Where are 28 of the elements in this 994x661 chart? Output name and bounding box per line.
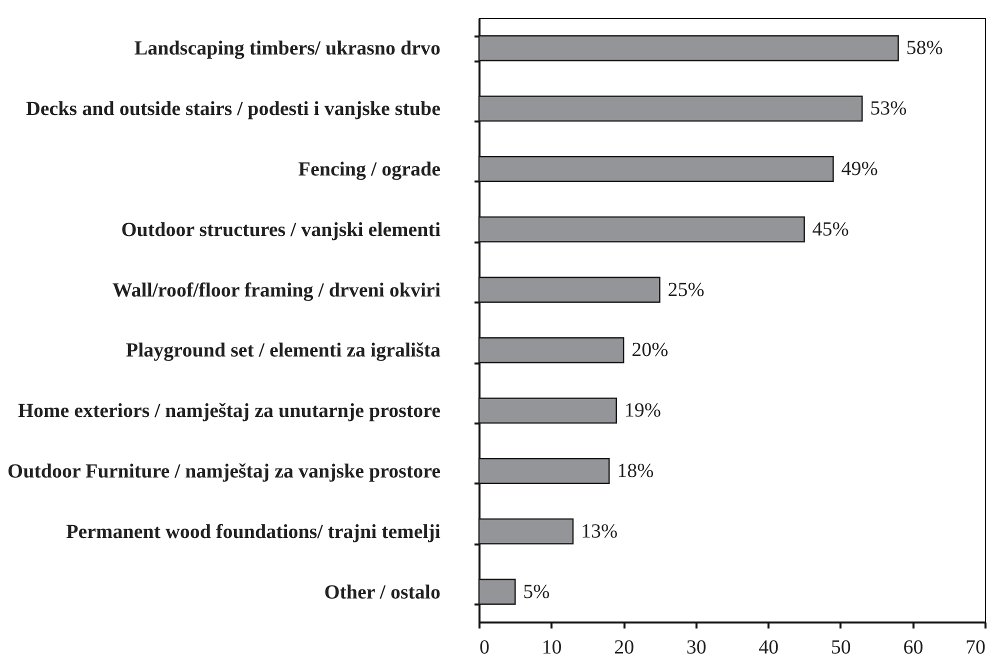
y-tick-label: Home exteriors / namještaj za unutarnje prostore xyxy=(18,400,441,422)
data-label: 58% xyxy=(906,37,943,60)
y-tick-label: Wall/roof/floor framing / drveni okviri xyxy=(112,279,441,302)
y-tick-label: Outdoor Furniture / namještaj za vanjske prostore xyxy=(8,460,441,482)
x-tick-label: 50 xyxy=(830,636,851,658)
y-tick-label: Outdoor structures / vanjski elementi xyxy=(121,218,441,241)
y-tick-label: Playground set / elementi za igrališta xyxy=(126,340,440,362)
y-tick-label: Decks and outside stairs / podesti i vanjske stube xyxy=(26,98,441,120)
data-label: 20% xyxy=(632,339,668,362)
y-tick-label: Permanent wood foundations/ trajni temelji xyxy=(66,520,441,543)
data-label: 49% xyxy=(841,158,878,180)
y-tick-label: Landscaping timbers/ ukrasno drvo xyxy=(134,38,440,60)
data-label: 13% xyxy=(580,520,618,542)
data-label: 25% xyxy=(668,278,704,301)
y-tick-label: Fencing / ograde xyxy=(298,158,441,180)
x-tick-label: 0 xyxy=(480,636,490,658)
data-label: 53% xyxy=(870,98,907,120)
data-label: 5% xyxy=(523,580,550,603)
x-tick-label: 30 xyxy=(686,636,706,658)
x-tick-label: 10 xyxy=(542,636,562,658)
x-tick-label: 70 xyxy=(966,636,986,658)
x-tick-label: 20 xyxy=(614,636,634,658)
y-tick-label: Other / ostalo xyxy=(324,581,440,604)
x-tick-label: 60 xyxy=(903,636,924,658)
data-label: 45% xyxy=(812,218,849,240)
data-label: 19% xyxy=(624,400,662,422)
data-label: 18% xyxy=(617,460,654,482)
x-tick-label: 40 xyxy=(758,636,779,658)
